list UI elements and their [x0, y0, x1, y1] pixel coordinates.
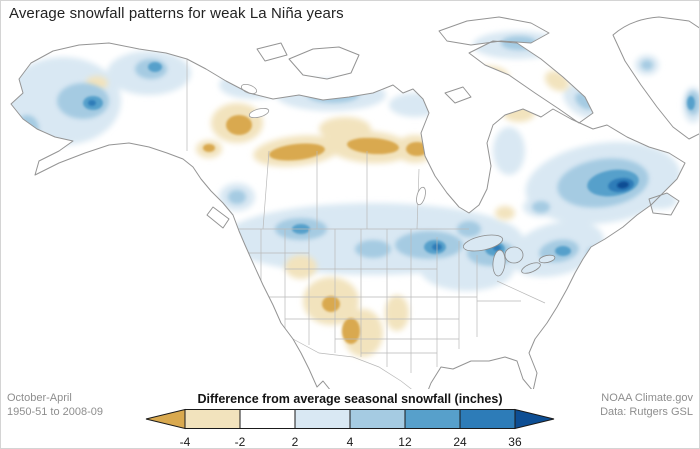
- legend-tick: 36: [508, 435, 522, 449]
- legend-segment-2: [239, 409, 296, 429]
- legend-segment-5: [404, 409, 461, 429]
- legend-title: Difference from average seasonal snowfal…: [197, 392, 503, 406]
- southampton-island: [445, 87, 471, 103]
- legend-segment-4: [349, 409, 406, 429]
- legend-tick: 4: [346, 435, 354, 449]
- legend-segment-3: [294, 409, 351, 429]
- credit-data: Data: Rutgers GSL: [600, 405, 693, 418]
- greenland: [613, 17, 699, 139]
- legend-segment-1: [184, 409, 241, 429]
- colorbar-svg: [145, 408, 555, 430]
- period-note: October-April 1950-51 to 2008-09: [7, 392, 127, 420]
- legend-tick: 2: [291, 435, 299, 449]
- footer: October-April 1950-51 to 2008-09 Differe…: [1, 389, 699, 448]
- credit-note: NOAA Climate.gov Data: Rutgers GSL: [573, 392, 693, 420]
- legend-colorbar: [145, 408, 555, 435]
- credit-source: NOAA Climate.gov: [601, 392, 693, 404]
- legend-arrow-right: [514, 408, 555, 430]
- deficit-strong-regions: [203, 44, 608, 344]
- period-months: October-April: [7, 392, 72, 404]
- victoria-island: [289, 47, 359, 79]
- legend-arrow-left: [145, 408, 186, 430]
- legend-tick: 24: [453, 435, 467, 449]
- legend: Difference from average seasonal snowfal…: [135, 392, 565, 449]
- legend-tick: -2: [234, 435, 246, 449]
- figure-title: Average snowfall patterns for weak La Ni…: [9, 5, 344, 22]
- legend-tick: -4: [179, 435, 191, 449]
- legend-segment-6: [459, 409, 516, 429]
- great-lakes: [462, 234, 556, 277]
- legend-ticks: -4 -2 2 4 12 24 36: [145, 435, 555, 449]
- surplus-darkest-regions: [617, 181, 629, 189]
- period-years: 1950-51 to 2008-09: [7, 405, 104, 418]
- legend-tick: 12: [398, 435, 412, 449]
